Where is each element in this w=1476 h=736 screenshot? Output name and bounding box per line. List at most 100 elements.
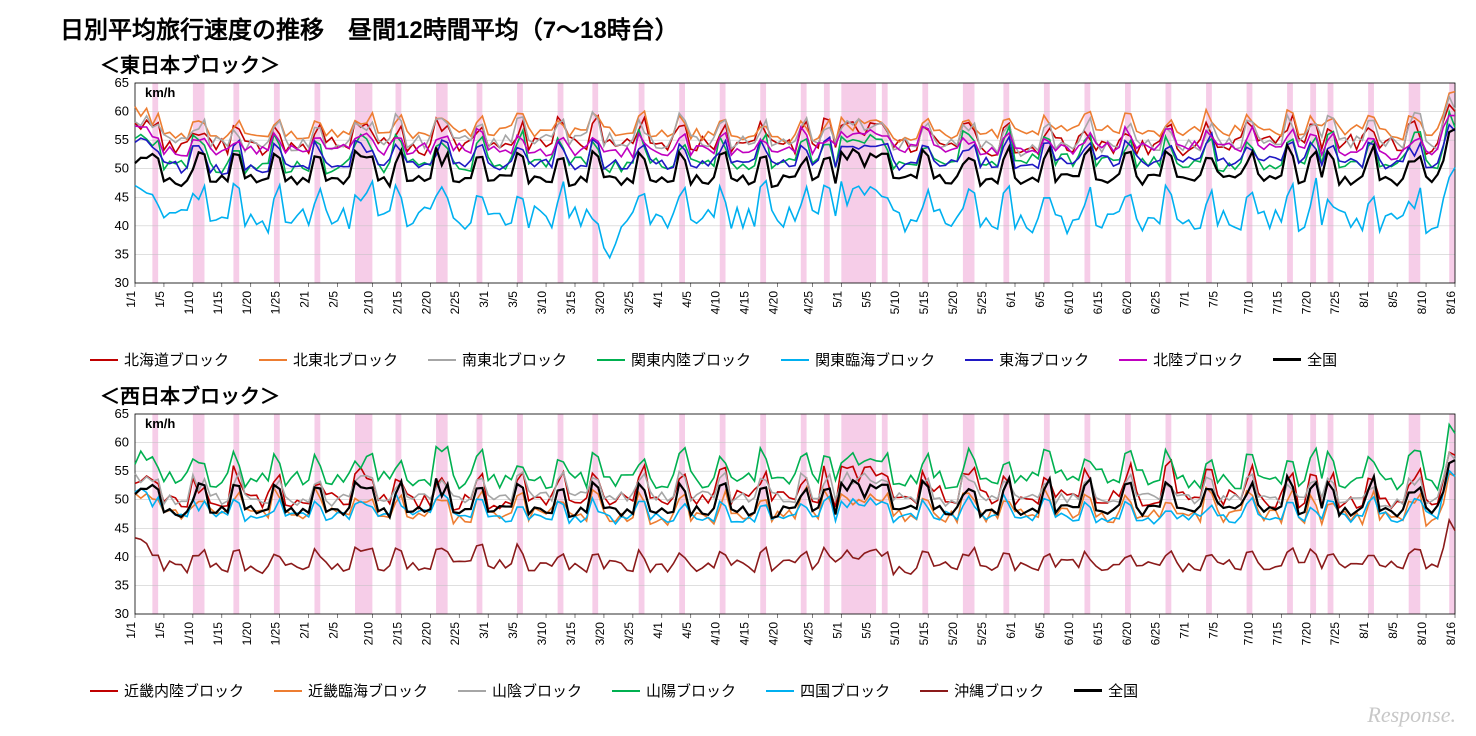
svg-text:1/25: 1/25 — [269, 291, 283, 315]
svg-text:5/1: 5/1 — [830, 291, 844, 308]
legend-label: 沖縄ブロック — [954, 680, 1044, 701]
svg-text:55: 55 — [115, 463, 129, 478]
svg-text:1/5: 1/5 — [153, 622, 167, 639]
svg-text:5/20: 5/20 — [946, 622, 960, 646]
svg-text:2/1: 2/1 — [298, 622, 312, 639]
svg-text:4/25: 4/25 — [801, 622, 815, 646]
svg-text:4/20: 4/20 — [767, 291, 781, 315]
legend-item: 全国 — [1273, 349, 1337, 370]
svg-text:7/25: 7/25 — [1328, 291, 1342, 315]
svg-text:km/h: km/h — [145, 85, 175, 100]
chart-subtitle-1: ＜西日本ブロック＞ — [100, 380, 1456, 409]
svg-text:5/15: 5/15 — [917, 291, 931, 315]
svg-text:7/1: 7/1 — [1178, 291, 1192, 308]
legend-label: 山陰ブロック — [492, 680, 582, 701]
svg-text:5/25: 5/25 — [975, 622, 989, 646]
svg-text:35: 35 — [115, 246, 129, 261]
svg-text:6/1: 6/1 — [1004, 622, 1018, 639]
legend-label: 東海ブロック — [999, 349, 1089, 370]
svg-text:2/1: 2/1 — [298, 291, 312, 308]
svg-text:5/1: 5/1 — [830, 622, 844, 639]
svg-text:40: 40 — [115, 549, 129, 564]
svg-text:7/10: 7/10 — [1241, 622, 1255, 646]
svg-text:4/10: 4/10 — [709, 291, 723, 315]
svg-text:7/5: 7/5 — [1207, 622, 1221, 639]
svg-text:4/20: 4/20 — [767, 622, 781, 646]
svg-text:3/25: 3/25 — [622, 291, 636, 315]
svg-text:6/20: 6/20 — [1120, 291, 1134, 315]
svg-text:4/1: 4/1 — [651, 622, 665, 639]
svg-text:1/10: 1/10 — [182, 622, 196, 646]
svg-text:3/20: 3/20 — [593, 291, 607, 315]
svg-text:1/20: 1/20 — [240, 622, 254, 646]
svg-text:50: 50 — [115, 492, 129, 507]
svg-text:1/15: 1/15 — [211, 622, 225, 646]
legend-item: 東海ブロック — [965, 349, 1089, 370]
svg-text:8/16: 8/16 — [1444, 622, 1458, 646]
svg-text:5/10: 5/10 — [888, 622, 902, 646]
legend-1: 近畿内陸ブロック 近畿臨海ブロック 山陰ブロック 山陽ブロック 四国ブロック — [90, 680, 1456, 701]
legend-label: 近畿臨海ブロック — [308, 680, 428, 701]
svg-text:7/15: 7/15 — [1270, 291, 1284, 315]
svg-text:5/10: 5/10 — [888, 291, 902, 315]
svg-text:1/5: 1/5 — [153, 291, 167, 308]
svg-text:6/5: 6/5 — [1033, 622, 1047, 639]
svg-text:5/5: 5/5 — [859, 622, 873, 639]
svg-text:4/1: 4/1 — [651, 291, 665, 308]
legend-label: 関東内陸ブロック — [631, 349, 751, 370]
svg-text:35: 35 — [115, 577, 129, 592]
svg-text:6/15: 6/15 — [1091, 622, 1105, 646]
svg-text:2/10: 2/10 — [361, 622, 375, 646]
svg-text:5/5: 5/5 — [859, 291, 873, 308]
svg-text:7/20: 7/20 — [1299, 291, 1313, 315]
legend-item: 北東北ブロック — [259, 349, 398, 370]
svg-text:7/20: 7/20 — [1299, 622, 1313, 646]
legend-label: 全国 — [1108, 680, 1138, 701]
svg-text:8/1: 8/1 — [1357, 622, 1371, 639]
svg-text:3/5: 3/5 — [506, 291, 520, 308]
svg-text:3/1: 3/1 — [477, 622, 491, 639]
svg-text:7/1: 7/1 — [1178, 622, 1192, 639]
legend-label: 全国 — [1307, 349, 1337, 370]
legend-item: 沖縄ブロック — [920, 680, 1044, 701]
svg-text:3/10: 3/10 — [535, 291, 549, 315]
svg-text:7/15: 7/15 — [1270, 622, 1284, 646]
svg-text:km/h: km/h — [145, 416, 175, 431]
chart-subtitle-0: ＜東日本ブロック＞ — [100, 49, 1456, 78]
svg-text:8/10: 8/10 — [1415, 622, 1429, 646]
svg-text:8/5: 8/5 — [1386, 291, 1400, 308]
svg-text:50: 50 — [115, 161, 129, 176]
svg-text:2/15: 2/15 — [390, 291, 404, 315]
svg-text:6/10: 6/10 — [1062, 622, 1076, 646]
svg-text:7/25: 7/25 — [1328, 622, 1342, 646]
svg-text:6/25: 6/25 — [1149, 622, 1163, 646]
svg-text:1/1: 1/1 — [124, 622, 138, 639]
legend-label: 南東北ブロック — [462, 349, 567, 370]
svg-text:2/25: 2/25 — [448, 291, 462, 315]
svg-text:30: 30 — [115, 606, 129, 621]
legend-item: 南東北ブロック — [428, 349, 567, 370]
legend-item: 山陰ブロック — [458, 680, 582, 701]
legend-item: 山陽ブロック — [612, 680, 736, 701]
svg-text:6/25: 6/25 — [1149, 291, 1163, 315]
svg-text:2/10: 2/10 — [361, 291, 375, 315]
svg-text:8/1: 8/1 — [1357, 291, 1371, 308]
legend-item: 北海道ブロック — [90, 349, 229, 370]
svg-text:65: 65 — [115, 409, 129, 421]
page-title: 日別平均旅行速度の推移 昼間12時間平均（7～18時台） — [60, 10, 1456, 45]
legend-label: 北陸ブロック — [1153, 349, 1243, 370]
svg-text:3/15: 3/15 — [564, 291, 578, 315]
svg-text:7/10: 7/10 — [1241, 291, 1255, 315]
legend-item: 四国ブロック — [766, 680, 890, 701]
svg-text:65: 65 — [115, 78, 129, 90]
svg-text:7/5: 7/5 — [1207, 291, 1221, 308]
svg-text:8/16: 8/16 — [1444, 291, 1458, 315]
svg-text:4/10: 4/10 — [709, 622, 723, 646]
svg-text:3/15: 3/15 — [564, 622, 578, 646]
svg-text:3/1: 3/1 — [477, 291, 491, 308]
legend-item: 関東内陸ブロック — [597, 349, 751, 370]
svg-text:3/25: 3/25 — [622, 622, 636, 646]
svg-text:1/25: 1/25 — [269, 622, 283, 646]
svg-text:2/25: 2/25 — [448, 622, 462, 646]
chart-0: 3035404550556065km/h1/11/51/101/151/201/… — [100, 78, 1465, 343]
